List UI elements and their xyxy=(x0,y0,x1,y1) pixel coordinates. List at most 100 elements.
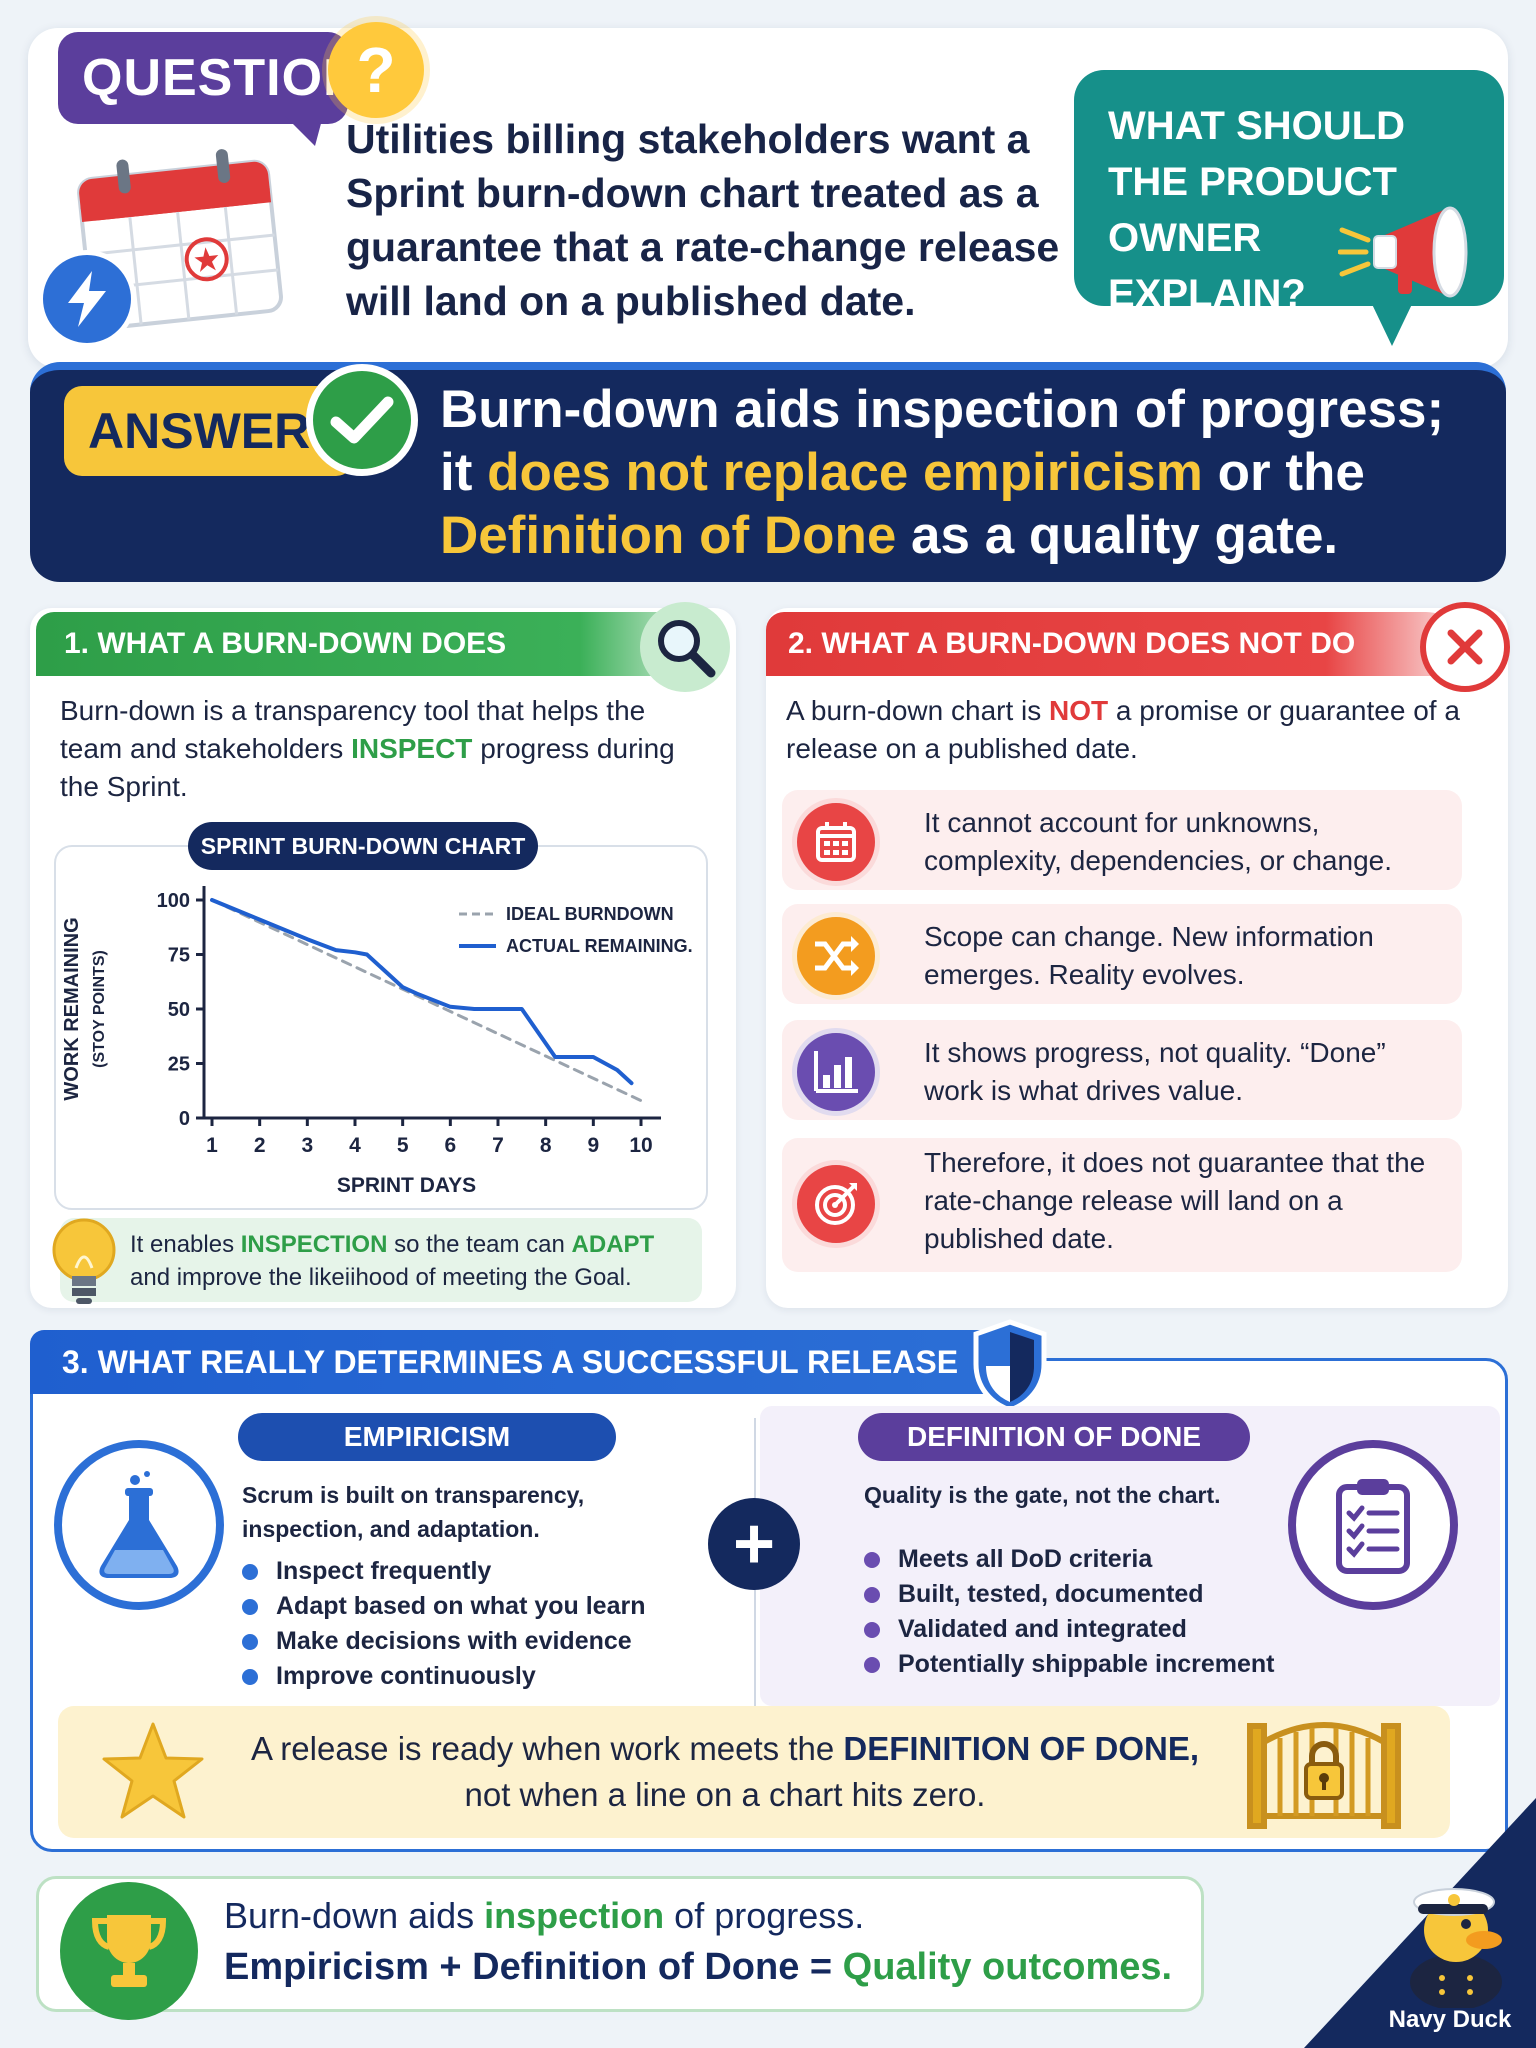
limitation-item: It shows progress, not quality. “Done” w… xyxy=(782,1020,1462,1120)
section1-intro: Burn-down is a transparency tool that he… xyxy=(60,692,710,806)
summary-part: of progress. xyxy=(664,1895,865,1936)
limitation-text: It cannot account for unknowns, complexi… xyxy=(924,807,1392,876)
list-item: Built, tested, documented xyxy=(864,1577,1284,1612)
tip-highlight-adapt: ADAPT xyxy=(571,1231,655,1258)
callout-tail xyxy=(1370,300,1414,346)
list-item: Adapt based on what you learn xyxy=(242,1589,662,1624)
limitation-item: Scope can change. New information emerge… xyxy=(782,904,1462,1004)
empiricism-list: Inspect frequently Adapt based on what y… xyxy=(242,1554,662,1694)
lightning-icon xyxy=(38,250,136,348)
y-tick-label: 100 xyxy=(157,890,190,912)
question-badge-tail xyxy=(285,116,323,146)
y-tick-label: 0 xyxy=(179,1108,190,1130)
navy-duck-mascot xyxy=(1410,1888,1502,2008)
lightbulb-icon xyxy=(52,1218,116,1304)
empiricism-description: Scrum is built on transparency, inspecti… xyxy=(242,1482,585,1542)
list-item: Validated and integrated xyxy=(864,1612,1284,1647)
summary-line-2: Empiricism + Definition of Done = Qualit… xyxy=(224,1942,1184,1992)
y-axis-label: WORK REMAINING xyxy=(61,917,83,1100)
y-tick-label: 25 xyxy=(168,1054,190,1076)
bullet xyxy=(864,1656,880,1673)
x-tick-label: 3 xyxy=(301,1134,313,1157)
megaphone-icon xyxy=(1338,206,1468,298)
tip-part: It enables xyxy=(130,1231,241,1258)
answer-badge: ANSWER: xyxy=(64,386,354,476)
dod-description: Quality is the gate, not the chart. xyxy=(864,1482,1221,1508)
list-item: Inspect frequently xyxy=(242,1554,662,1589)
limitation-item: It cannot account for unknowns, complexi… xyxy=(782,790,1462,890)
question-mark-icon: ? xyxy=(328,22,424,118)
release-text: A release is ready when work meets the D… xyxy=(210,1726,1240,1818)
bullet xyxy=(864,1586,880,1603)
list-item-text: Make decisions with evidence xyxy=(276,1627,632,1655)
answer-text-part: Burn-down aids inspection of progress; i… xyxy=(440,380,1445,502)
limitation-text: Therefore, it does not guarantee that th… xyxy=(924,1147,1426,1254)
brand-name: Navy Duck xyxy=(1388,2006,1512,2033)
tip-box xyxy=(60,1218,702,1302)
list-item-text: Inspect frequently xyxy=(276,1557,492,1585)
list-item-text: Built, tested, documented xyxy=(898,1580,1204,1608)
target-icon xyxy=(792,1160,880,1248)
empiricism-title: EMPIRICISM xyxy=(238,1413,616,1461)
intro-highlight: INSPECT xyxy=(351,733,473,764)
x-tick-label: 1 xyxy=(206,1134,218,1157)
bullet xyxy=(242,1668,258,1685)
x-tick-label: 10 xyxy=(629,1134,652,1157)
section2-title: 2. WHAT A BURN-DOWN DOES NOT DO xyxy=(766,612,1466,676)
limitation-item: Therefore, it does not guarantee that th… xyxy=(782,1138,1462,1272)
legend-label: ACTUAL REMAINING. xyxy=(506,936,693,956)
limitation-text: It shows progress, not quality. “Done” w… xyxy=(924,1037,1386,1106)
section2-intro: A burn-down chart is NOT a promise or gu… xyxy=(786,692,1486,768)
tip-part: and improve the likeiihood of meeting th… xyxy=(130,1264,632,1291)
section3-title: 3. WHAT REALLY DETERMINES A SUCCESSFUL R… xyxy=(30,1330,1020,1394)
series-line-ideal xyxy=(210,898,643,1103)
intro-text: progress during the Sprint. xyxy=(60,733,675,802)
y-axis-sublabel: (STOY POINTS) xyxy=(91,950,108,1068)
intro-text: Burn-down is a transparency tool that he… xyxy=(60,695,646,764)
x-tick-label: 7 xyxy=(492,1134,504,1157)
release-highlight: DEFINITION OF DONE, xyxy=(843,1730,1200,1767)
series-line-actual xyxy=(210,898,634,1086)
x-tick-label: 6 xyxy=(444,1134,456,1157)
x-tick-label: 8 xyxy=(540,1134,552,1157)
shield-icon xyxy=(973,1319,1047,1413)
legend-label: IDEAL BURNDOWN xyxy=(506,904,674,924)
star-icon xyxy=(102,1722,204,1819)
tip-text: It enables INSPECTION so the team can AD… xyxy=(130,1228,700,1294)
list-item-text: Improve continuously xyxy=(276,1662,536,1690)
answer-text: Burn-down aids inspection of progress; i… xyxy=(440,378,1460,567)
summary-part: Burn-down aids xyxy=(224,1895,485,1936)
bullet xyxy=(864,1621,880,1638)
dod-title: DEFINITION OF DONE xyxy=(858,1413,1250,1461)
bullet xyxy=(242,1598,258,1615)
trophy-icon xyxy=(60,1882,198,2020)
answer-highlight-dod: Definition of Done xyxy=(440,506,897,565)
flask-icon xyxy=(54,1440,224,1610)
summary-highlight-quality: Quality outcomes. xyxy=(842,1946,1173,1988)
list-item-text: Validated and integrated xyxy=(898,1615,1187,1643)
locked-gate-icon xyxy=(1247,1722,1401,1829)
release-part: A release is ready when work meets the xyxy=(250,1730,844,1767)
release-callout xyxy=(58,1706,1450,1838)
burndown-chart: 0 25 50 75 100 1 2 3 4 5 6 7 8 9 10 SPRINT DAYS WORK REM… xyxy=(61,886,693,1197)
clipboard-checklist-icon xyxy=(1288,1440,1458,1610)
summary-part: Empiricism + Definition of Done = xyxy=(224,1946,843,1988)
intro-text: a promise or guarantee of a release on a… xyxy=(786,695,1460,764)
bullet xyxy=(242,1633,258,1650)
limitation-text: Scope can change. New information emerge… xyxy=(924,921,1374,990)
summary-line-1: Burn-down aids inspection of progress. xyxy=(224,1892,1184,1940)
x-tick-label: 2 xyxy=(254,1134,266,1157)
callout-text: WHAT SHOULD THE PRODUCT OWNER EXPLAIN? xyxy=(1108,104,1405,316)
x-tick-label: 5 xyxy=(397,1134,409,1157)
chart-title: SPRINT BURN-DOWN CHART xyxy=(188,822,538,870)
x-tick-label: 9 xyxy=(587,1134,599,1157)
intro-text: A burn-down chart is xyxy=(786,695,1050,726)
answer-highlight-empiricism: does not replace empiricism xyxy=(487,443,1203,502)
y-tick-label: 75 xyxy=(168,945,190,967)
answer-text-part: as a quality gate. xyxy=(896,506,1339,565)
list-item: Make decisions with evidence xyxy=(242,1624,662,1659)
magnifier-icon xyxy=(640,602,730,692)
question-text: Utilities billing stakeholders want a Sp… xyxy=(346,116,1060,324)
x-tick-label: 4 xyxy=(349,1134,361,1157)
y-tick-label: 50 xyxy=(168,999,190,1021)
